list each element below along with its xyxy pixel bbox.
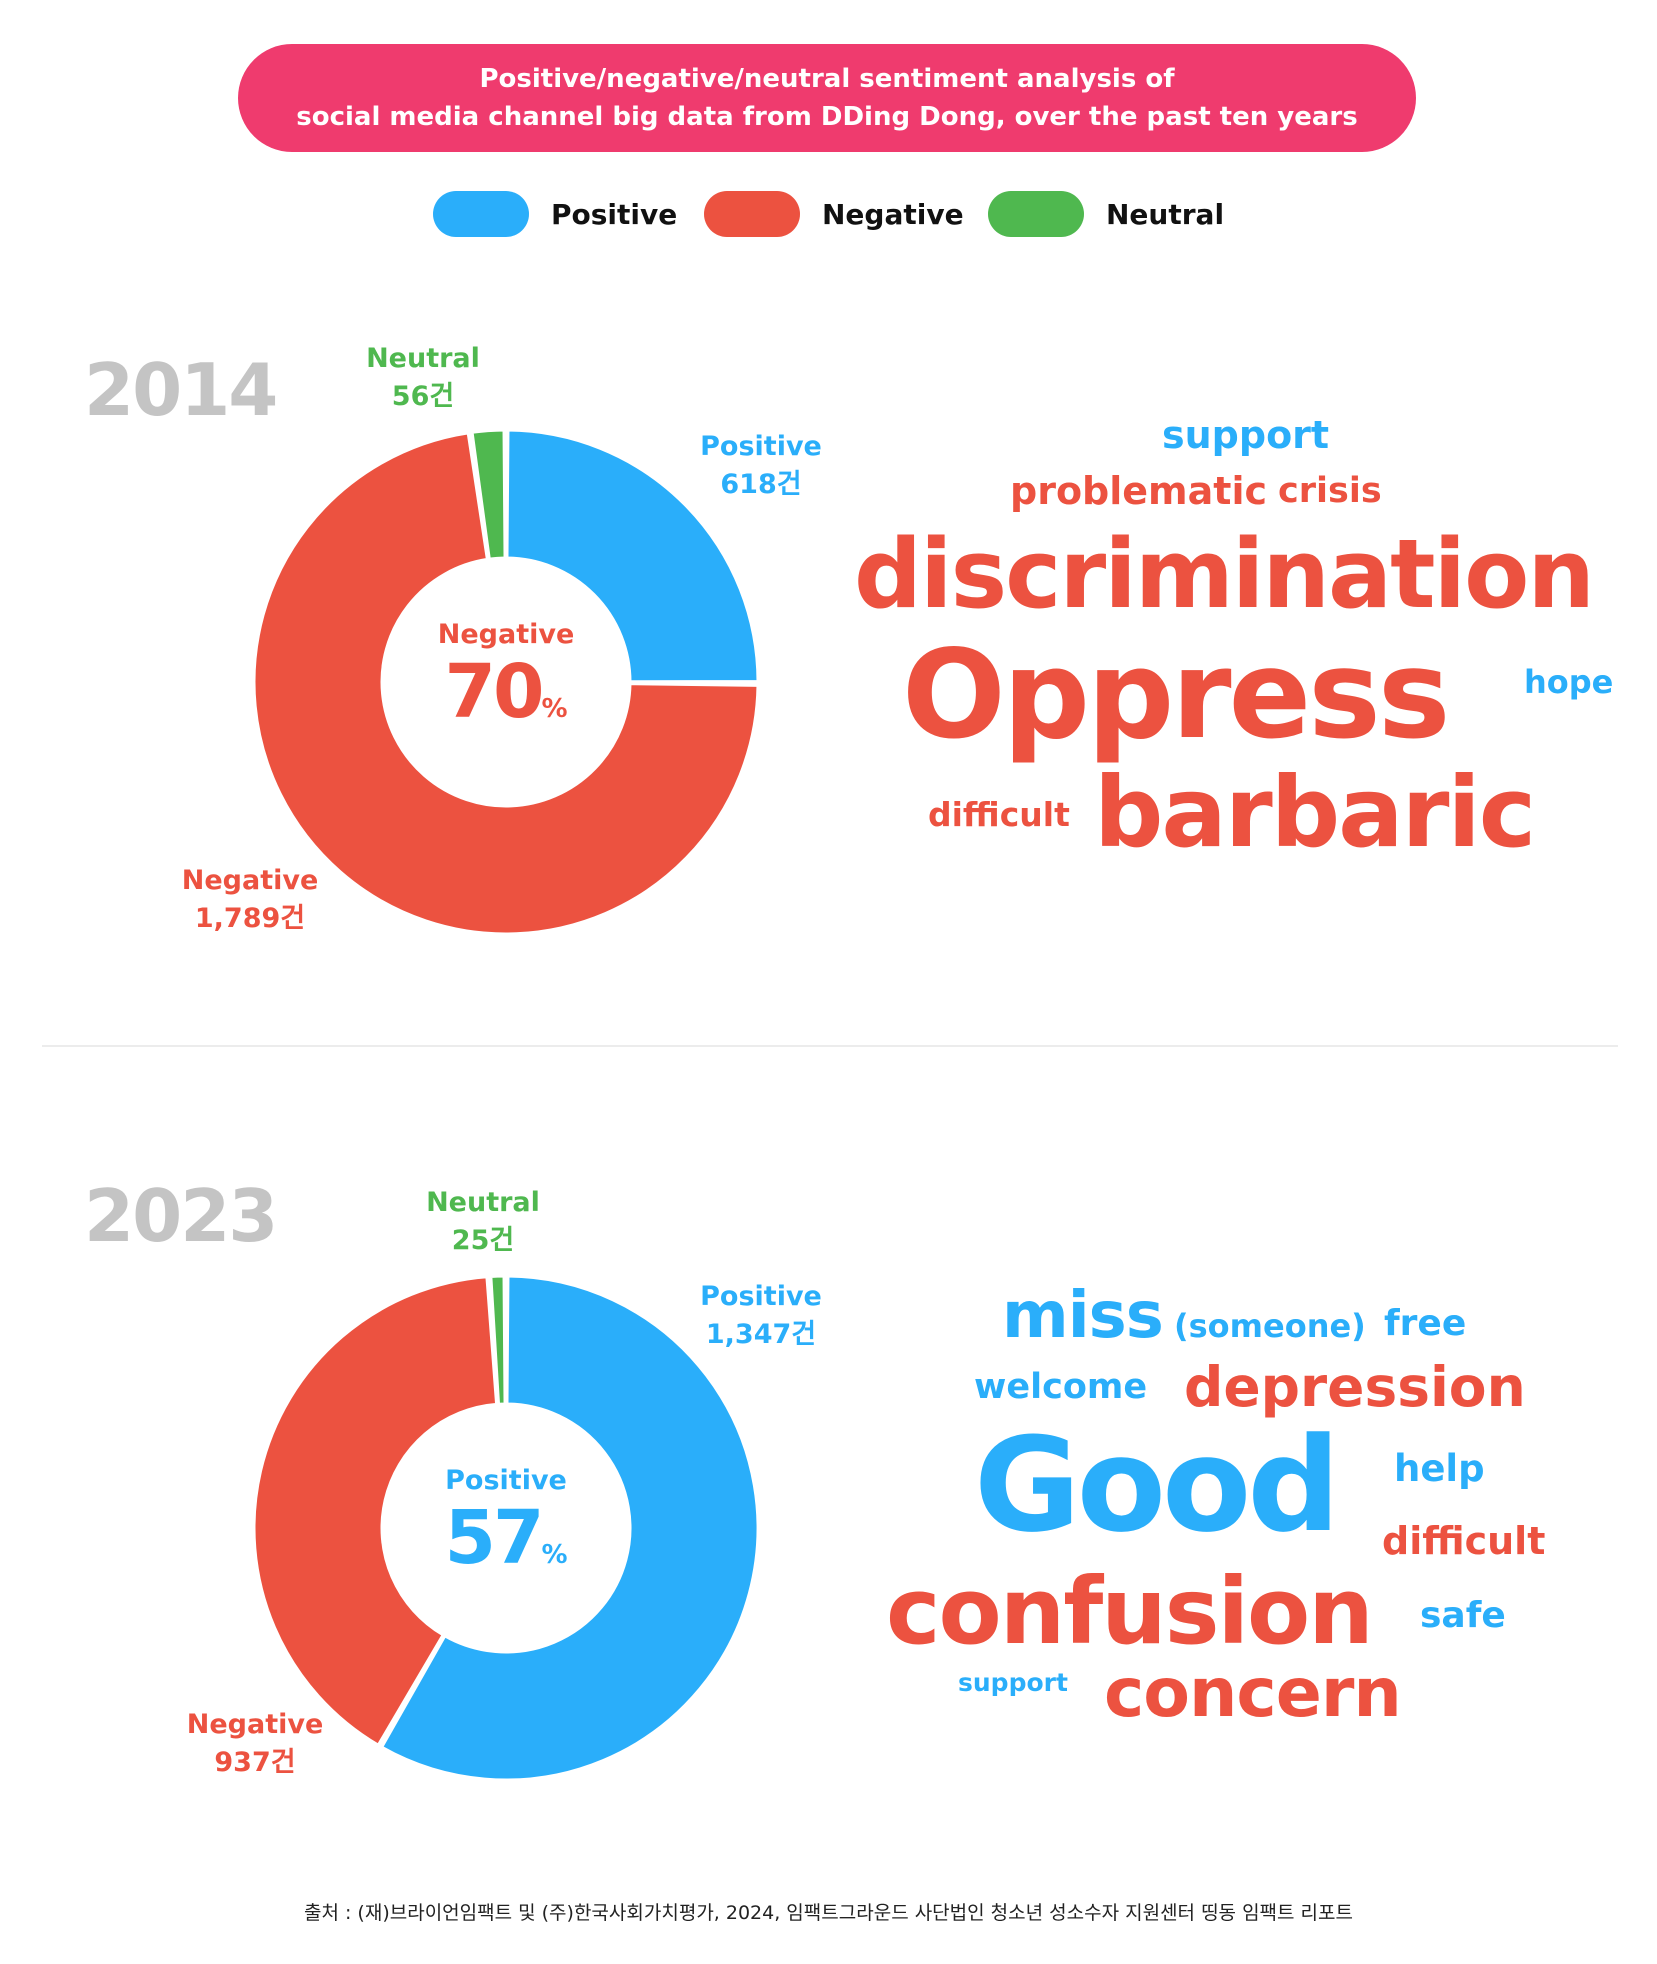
center-caption-2014: Negative: [437, 619, 575, 650]
word-discrimination-2014: discrimination: [854, 520, 1595, 630]
legend-item-neutral: Neutral: [988, 190, 1224, 238]
center-value-2023: 57: [444, 1495, 544, 1581]
section-divider: [42, 1045, 1618, 1047]
word-miss-2023: miss: [1002, 1279, 1164, 1353]
donut-slice-negative-2014: [252, 431, 760, 936]
year-label-2014: 2014: [84, 348, 278, 432]
word-barbaric-2014: barbaric: [1094, 756, 1536, 869]
donut-slice-positive-2023: [380, 1274, 760, 1782]
slice-value-neutral-2023: 25건: [451, 1225, 515, 1256]
slice-label-negative-2023: Negative 937건: [165, 1706, 345, 1782]
slice-value-negative-2023: 937건: [214, 1747, 296, 1778]
slice-label-positive-2014: Positive 618건: [676, 428, 846, 504]
chart-title: Positive/negative/neutral sentiment anal…: [238, 44, 1416, 152]
legend-item-positive: Positive: [433, 190, 677, 238]
slice-label-neutral-2023: Neutral 25건: [398, 1184, 568, 1260]
legend-swatch-negative: [704, 191, 800, 237]
slice-value-positive-2023: 1,347건: [705, 1319, 817, 1350]
center-label-2023: Positive 57%: [406, 1464, 606, 1595]
center-label-2014: Negative 70%: [406, 618, 606, 749]
center-percent-2014: 70%: [406, 652, 606, 749]
chart-title-line-2: social media channel big data from DDing…: [296, 102, 1358, 132]
legend-label-neutral: Neutral: [1106, 197, 1225, 231]
donut-slice-neutral-2023: [489, 1274, 507, 1406]
slice-value-positive-2014: 618건: [720, 469, 802, 500]
donut-slice-negative-2023: [252, 1275, 499, 1747]
word-safe-2023: safe: [1420, 1595, 1506, 1636]
word-support-2014: support: [1162, 413, 1330, 457]
word-concern-2023: concern: [1104, 1654, 1402, 1733]
word-welcome-2023: welcome: [974, 1367, 1148, 1407]
slice-name-neutral-2014: Neutral: [366, 343, 480, 374]
word-difficult-2014: difficult: [928, 795, 1070, 834]
word-difficult-2023: difficult: [1382, 1519, 1546, 1563]
donut-slice-neutral-2014: [470, 428, 507, 561]
center-unit-2014: %: [541, 694, 568, 724]
center-percent-2023: 57%: [406, 1498, 606, 1595]
donut-chart-2023: [252, 1274, 760, 1782]
center-caption-2023: Positive: [445, 1465, 567, 1496]
center-unit-2023: %: [541, 1540, 568, 1570]
legend-swatch-neutral: [988, 191, 1084, 237]
word-hope-2014: hope: [1524, 663, 1614, 701]
word-good-2023: Good: [974, 1409, 1340, 1561]
slice-name-positive-2014: Positive: [700, 431, 822, 462]
word-crisis-2014: crisis: [1278, 471, 1382, 511]
word-confusion-2023: confusion: [886, 1558, 1374, 1665]
slice-name-neutral-2023: Neutral: [426, 1187, 540, 1218]
slice-value-negative-2014: 1,789건: [194, 903, 306, 934]
year-label-2023: 2023: [84, 1174, 278, 1258]
slice-label-neutral-2014: Neutral 56건: [338, 340, 508, 416]
word-depression-2023: depression: [1184, 1355, 1526, 1419]
slice-name-negative-2023: Negative: [186, 1709, 324, 1740]
word-problematic-2014: problematic: [1010, 469, 1268, 513]
source-note: 출처 : (재)브라이언임팩트 및 (주)한국사회가치평가, 2024, 임팩트…: [303, 1902, 1353, 1924]
slice-label-negative-2014: Negative 1,789건: [160, 862, 340, 938]
word-someone-2023: (someone): [1174, 1307, 1366, 1345]
center-value-2014: 70: [444, 649, 544, 735]
donut-slice-positive-2014: [505, 428, 760, 684]
legend-label-negative: Negative: [822, 197, 964, 231]
word-support-2023: support: [958, 1668, 1068, 1697]
slice-label-positive-2023: Positive 1,347건: [676, 1278, 846, 1354]
legend-swatch-positive: [433, 191, 529, 237]
legend-item-negative: Negative: [704, 190, 964, 238]
word-oppress-2014: Oppress: [902, 624, 1451, 766]
slice-value-neutral-2014: 56건: [391, 381, 455, 412]
legend-label-positive: Positive: [551, 197, 678, 231]
word-free-2023: free: [1384, 1303, 1467, 1344]
chart-title-line-1: Positive/negative/neutral sentiment anal…: [479, 64, 1175, 94]
slice-name-negative-2014: Negative: [181, 865, 319, 896]
slice-name-positive-2023: Positive: [700, 1281, 822, 1312]
word-help-2023: help: [1394, 1447, 1485, 1490]
donut-chart-2014: [252, 428, 760, 936]
